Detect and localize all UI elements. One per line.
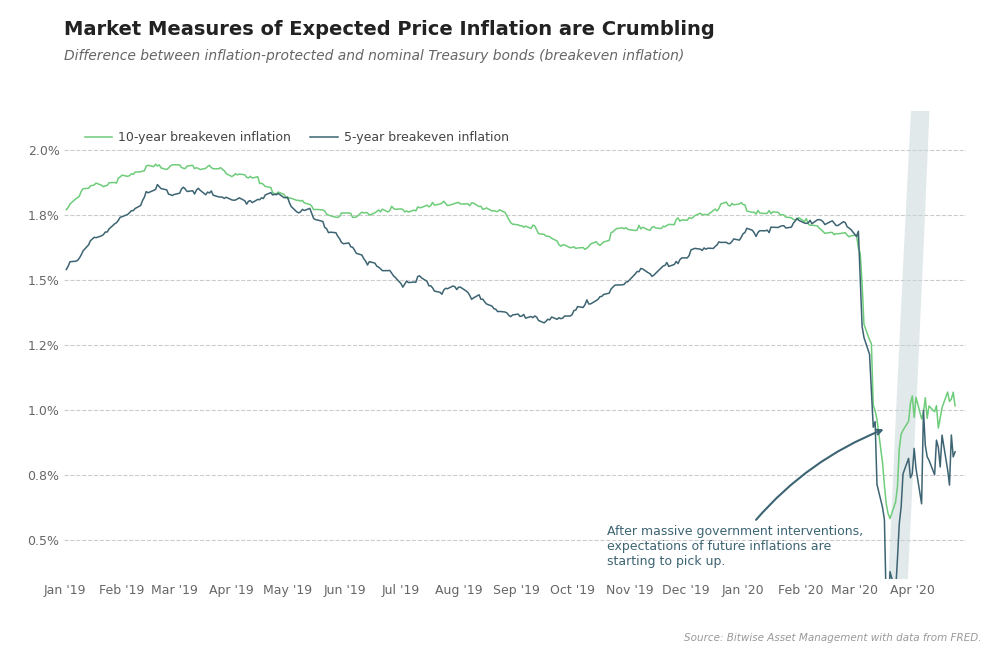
Text: Market Measures of Expected Price Inflation are Crumbling: Market Measures of Expected Price Inflat… [64, 20, 716, 38]
Line: 5-year breakeven inflation: 5-year breakeven inflation [66, 184, 955, 635]
Line: 10-year breakeven inflation: 10-year breakeven inflation [66, 164, 955, 518]
Text: Difference between inflation-protected and nominal Treasury bonds (breakeven inf: Difference between inflation-protected a… [64, 49, 685, 63]
Text: Source: Bitwise Asset Management with data from FRED.: Source: Bitwise Asset Management with da… [684, 633, 981, 643]
Legend: 10-year breakeven inflation, 5-year breakeven inflation: 10-year breakeven inflation, 5-year brea… [79, 126, 513, 149]
Text: After massive government interventions,
expectations of future inflations are
st: After massive government interventions, … [607, 430, 882, 568]
Ellipse shape [870, 0, 943, 651]
